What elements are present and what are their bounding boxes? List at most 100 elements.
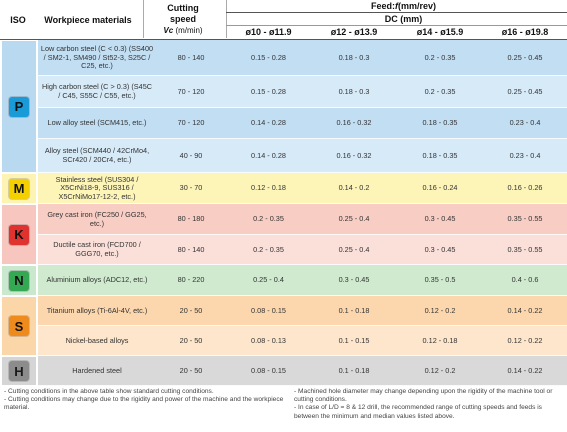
cutting-speed-cell: 20 - 50: [179, 365, 203, 375]
cutting-speed-cell: 80 - 140: [177, 244, 205, 254]
feed-cell: 0.16 - 0.26: [507, 183, 543, 193]
feed-cell: 0.08 - 0.15: [251, 365, 286, 375]
iso-badge-p: P: [9, 96, 29, 117]
material-cell: Alloy steel (SCM440 / 42CrMo4, SCr420 / …: [44, 146, 150, 164]
footnotes-left: - Cutting conditions in the above table …: [4, 388, 284, 413]
iso-group-band: S: [2, 297, 36, 355]
table-row: Stainless steel (SUS304 / X5CrNi18-9, SU…: [0, 173, 567, 204]
row-divider: [38, 355, 567, 356]
footnotes-right: - Machined hole diameter may change depe…: [294, 388, 566, 421]
feed-cell: 0.25 - 0.4: [253, 275, 284, 285]
cutting-speed-cell: 20 - 50: [179, 335, 203, 345]
speed-title-line-2: speed: [169, 13, 196, 24]
row-divider: [38, 295, 567, 296]
feed-cell: 0.35 - 0.5: [424, 275, 456, 285]
cutting-speed-cell: 80 - 220: [177, 275, 205, 285]
feed-cell: 0.23 - 0.4: [509, 118, 541, 128]
iso-header: ISO: [10, 15, 26, 25]
feed-cell: 0.4 - 0.6: [511, 275, 539, 285]
feed-cell: 0.35 - 0.55: [507, 244, 543, 254]
feed-cell: 0.14 - 0.2: [338, 183, 370, 193]
diameter-header-2: ø12 - ø13.9: [330, 27, 378, 37]
iso-group-band: M: [2, 174, 36, 203]
material-cell: Ductile cast iron (FCD700 / GGG70, etc.): [53, 240, 141, 258]
speed-title-line-1: Cutting: [167, 2, 199, 13]
diameter-header-3: ø14 - ø15.9: [416, 27, 464, 37]
header-rule: [226, 25, 567, 26]
iso-group-band: P: [2, 41, 36, 172]
feed-cell: 0.15 - 0.28: [251, 86, 286, 96]
feed-cell: 0.14 - 0.28: [251, 118, 286, 128]
feed-cell: 0.35 - 0.55: [507, 214, 543, 224]
header-bottom-rule: [0, 39, 567, 40]
cutting-speed-cell: 80 - 140: [177, 52, 205, 62]
cutting-speed-cell: 40 - 90: [179, 150, 203, 160]
footnotes: - Cutting conditions in the above table …: [0, 385, 567, 432]
footnote: - Cutting conditions may change due to t…: [4, 396, 284, 412]
feed-cell: 0.3 - 0.45: [424, 244, 456, 254]
feed-cell: 0.12 - 0.18: [422, 335, 458, 345]
table-row: Ductile cast iron (FCD700 / GGG70, etc.)…: [0, 235, 567, 265]
iso-group-band: N: [2, 266, 36, 295]
feed-cell: 0.1 - 0.18: [338, 305, 370, 315]
feed-cell: 0.25 - 0.4: [338, 244, 370, 254]
material-cell: Low carbon steel (C < 0.3) (SS400 / SM2-…: [40, 44, 154, 71]
table-row: Titanium alloys (Ti-6Al-4V, etc.) 20 - 50…: [0, 296, 567, 326]
feed-cell: 0.25 - 0.45: [507, 86, 543, 96]
header-divider: [143, 0, 144, 38]
feed-cell: 0.1 - 0.18: [338, 365, 370, 375]
feed-cell: 0.2 - 0.35: [424, 52, 456, 62]
footnote: - Machined hole diameter may change depe…: [294, 388, 553, 404]
header-rule: [226, 12, 567, 13]
feed-cell: 0.16 - 0.24: [422, 183, 458, 193]
row-divider: [38, 107, 567, 108]
cutting-speed-cell: 20 - 50: [179, 305, 203, 315]
feed-cell: 0.23 - 0.4: [509, 150, 541, 160]
table-row: Hardened steel 20 - 50 0.08 - 0.15 0.1 - 0.…: [0, 356, 567, 386]
feed-cell: 0.16 - 0.32: [336, 118, 372, 128]
feed-cell: 0.1 - 0.15: [338, 335, 370, 345]
iso-badge-s: S: [9, 316, 29, 336]
cutting-speed-cell: 70 - 120: [177, 86, 205, 96]
material-cell: Hardened steel: [72, 365, 122, 375]
cutting-speed-cell: 80 - 180: [177, 214, 205, 224]
feed-cell: 0.08 - 0.13: [251, 335, 286, 345]
table-row: Aluminium alloys (ADC12, etc.) 80 - 220 0.…: [0, 265, 567, 296]
diameter-header-4: ø16 - ø19.8: [501, 27, 549, 37]
feed-cell: 0.14 - 0.28: [251, 150, 286, 160]
iso-badge-h: H: [9, 361, 29, 381]
feed-cell: 0.2 - 0.35: [253, 244, 284, 254]
feed-cell: 0.08 - 0.15: [251, 305, 286, 315]
feed-cell: 0.12 - 0.2: [424, 305, 456, 315]
iso-badge-k: K: [9, 224, 29, 245]
feed-header: Feed: f (mm/rev): [370, 1, 437, 11]
feed-cell: 0.15 - 0.28: [251, 52, 286, 62]
dc-header: DC (mm): [384, 13, 423, 24]
feed-cell: 0.3 - 0.45: [338, 275, 370, 285]
material-cell: Nickel-based alloys: [65, 335, 129, 345]
feed-cell: 0.18 - 0.3: [338, 52, 370, 62]
feed-cell: 0.2 - 0.35: [424, 86, 456, 96]
feed-cell: 0.18 - 0.35: [422, 150, 458, 160]
feed-cell: 0.25 - 0.45: [507, 52, 543, 62]
material-cell: Low alloy steel (SCM415, etc.): [47, 118, 147, 128]
table-row: Low alloy steel (SCM415, etc.) 70 - 120 0.…: [0, 108, 567, 139]
feed-cell: 0.12 - 0.22: [507, 335, 543, 345]
material-cell: Stainless steel (SUS304 / X5CrNi18-9, SU…: [55, 174, 139, 201]
feed-cell: 0.16 - 0.32: [336, 150, 372, 160]
feed-cell: 0.2 - 0.35: [253, 214, 284, 224]
feed-cell: 0.3 - 0.45: [424, 214, 456, 224]
footnote: - In case of L/D = 8 & 12 drill, the rec…: [294, 404, 542, 420]
row-divider: [38, 75, 567, 76]
material-cell: High carbon steel (C > 0.3) (S45C / C45,…: [41, 82, 153, 100]
materials-header: Workpiece materials: [44, 15, 132, 25]
table-header: ISO Workpiece materials Cutting speed Vc…: [0, 0, 567, 40]
feed-cell: 0.18 - 0.3: [338, 86, 370, 96]
table-row: High carbon steel (C > 0.3) (S45C / C45,…: [0, 76, 567, 108]
iso-badge-n: N: [9, 270, 29, 291]
feed-cell: 0.12 - 0.2: [424, 365, 456, 375]
iso-group-band: H: [2, 357, 36, 385]
material-cell: Titanium alloys (Ti-6Al-4V, etc.): [46, 305, 148, 315]
row-divider: [38, 203, 567, 204]
material-cell: Grey cast iron (FC250 / GG25, etc.): [47, 209, 147, 228]
